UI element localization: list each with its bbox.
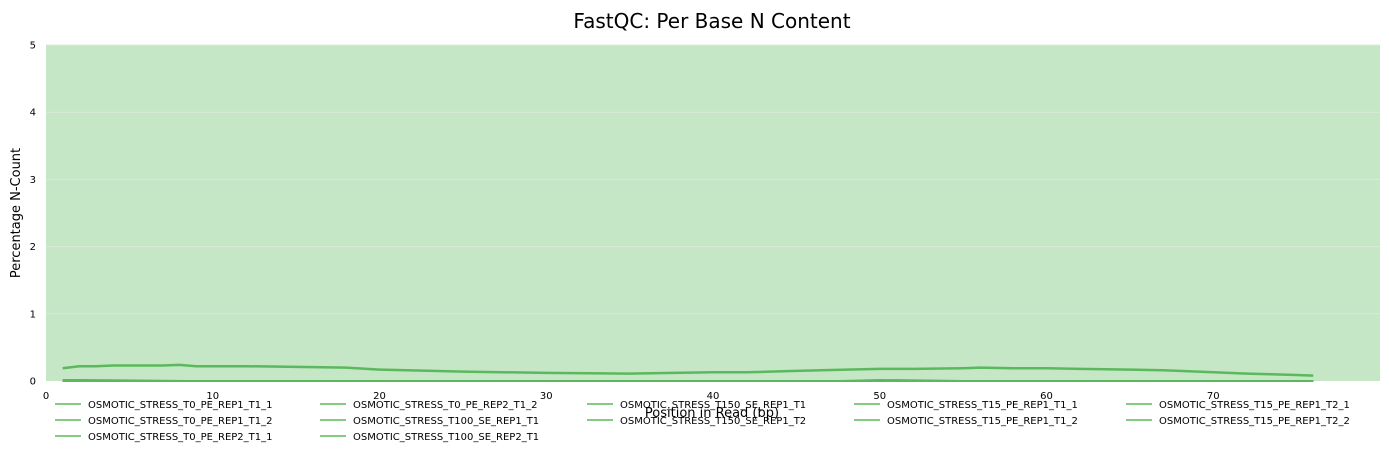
x-tick-label: 40 [707,391,720,402]
x-tick-label: 10 [206,391,219,402]
y-tick-label: 2 [30,242,36,253]
legend-label: OSMOTIC_STRESS_T0_PE_REP1_T1_1 [88,400,273,411]
gridlines [46,44,1380,315]
x-tick-label: 60 [1040,391,1053,402]
legend-label: OSMOTIC_STRESS_T15_PE_REP1_T1_1 [887,400,1078,411]
series-line-osmotic-stress-t0-pe-rep1-t1-1 [62,363,1314,377]
y-axis-title: Percentage N-Count [9,148,24,278]
legend-label: OSMOTIC_STRESS_T100_SE_REP1_T1 [353,416,539,427]
legend-label: OSMOTIC_STRESS_T15_PE_REP1_T1_2 [887,416,1078,427]
x-tick-label: 70 [1207,391,1220,402]
plot-background [46,45,1380,381]
chart-title: FastQC: Per Base N Content [573,9,850,33]
legend-label: OSMOTIC_STRESS_T0_PE_REP1_T1_2 [88,416,273,427]
x-axis-title: Position in Read (bp) [645,406,779,421]
x-tick-label: 0 [43,391,49,402]
y-tick-label: 1 [30,309,36,320]
y-tick-label: 5 [30,41,36,52]
legend-label: OSMOTIC_STRESS_T15_PE_REP1_T2_1 [1159,400,1350,411]
y-tick-label: 0 [30,377,36,388]
legend-label: OSMOTIC_STRESS_T15_PE_REP1_T2_2 [1159,416,1350,427]
x-tick-label: 50 [873,391,886,402]
legend: OSMOTIC_STRESS_T0_PE_REP1_T1_1 OSMOTIC_ST… [55,400,1350,443]
x-axis-ticks: 0 10 20 30 40 50 60 70 [43,391,1220,402]
y-axis-ticks: 0 1 2 3 4 5 [30,41,36,388]
legend-label: OSMOTIC_STRESS_T100_SE_REP2_T1 [353,432,539,443]
legend-label: OSMOTIC_STRESS_T0_PE_REP2_T1_2 [353,400,538,411]
x-tick-label: 30 [540,391,553,402]
legend-label: OSMOTIC_STRESS_T150_SE_REP1_T2 [620,416,806,427]
legend-label: OSMOTIC_STRESS_T0_PE_REP2_T1_1 [88,432,273,443]
series-lines [62,363,1314,382]
y-tick-label: 4 [30,108,36,119]
x-tick-label: 20 [373,391,386,402]
legend-label: OSMOTIC_STRESS_T150_SE_REP1_T1 [620,400,806,411]
y-tick-label: 3 [30,175,36,186]
